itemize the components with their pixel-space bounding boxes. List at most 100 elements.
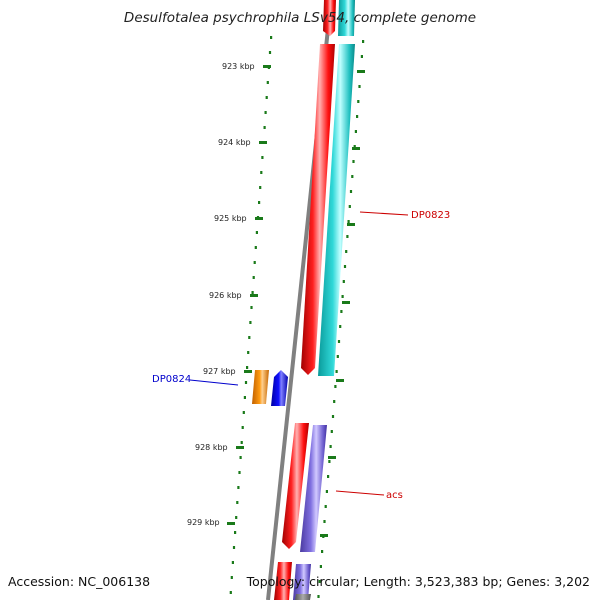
track-dot — [354, 130, 357, 133]
track-dot — [349, 190, 353, 193]
track-dot — [351, 175, 354, 178]
gene-orange-dp0824[interactable] — [252, 370, 269, 404]
tick-mark-923 — [263, 65, 271, 68]
outer-tick-track — [317, 40, 365, 598]
track-dot — [232, 546, 236, 549]
track-dot — [243, 396, 246, 399]
track-dot — [345, 250, 348, 253]
track-dot — [246, 366, 249, 369]
gene-purple-acs[interactable] — [300, 425, 327, 552]
track-dot — [329, 445, 332, 448]
gene-label-dp0823[interactable]: DP0823 — [411, 210, 450, 221]
track-dot — [231, 561, 234, 564]
track-dot — [356, 115, 359, 118]
tick-mark-924 — [259, 141, 267, 144]
gene-cyan-dp0823[interactable] — [318, 44, 355, 376]
tick-mark-928 — [236, 446, 244, 449]
tick-mark-927 — [244, 370, 252, 373]
track-dot — [337, 340, 341, 343]
track-dot — [259, 186, 262, 189]
track-dot — [248, 336, 251, 339]
track-dot — [249, 321, 252, 324]
map-title: Desulfotalea psychrophila LSv54, complet… — [123, 10, 477, 26]
tick-label-926: 926 kbp — [209, 291, 242, 300]
track-dot — [253, 261, 256, 264]
track-dot — [331, 415, 335, 418]
track-dot — [266, 81, 269, 84]
gene-red-top[interactable] — [323, 0, 336, 36]
track-dot — [341, 295, 344, 298]
track-dot — [321, 550, 324, 553]
track-dot — [330, 430, 333, 433]
callout-line-dp0823 — [359, 211, 409, 216]
tick-label-927: 927 kbp — [203, 367, 236, 376]
track-dot — [237, 486, 240, 489]
track-dot — [324, 505, 327, 508]
gene-grey-bottom[interactable] — [295, 594, 311, 600]
track-dot — [360, 55, 363, 58]
track-dot — [358, 85, 361, 88]
track-dot — [265, 96, 268, 99]
track-dot — [318, 580, 321, 583]
gene-red-bottom[interactable] — [274, 562, 292, 600]
track-dot — [346, 235, 349, 238]
track-dot — [352, 160, 355, 163]
track-dot — [240, 441, 243, 444]
track-dot — [335, 370, 338, 373]
track-dot — [317, 595, 320, 598]
track-dot — [323, 520, 326, 523]
track-dot — [260, 171, 263, 174]
gene-purple-bottom[interactable] — [293, 564, 311, 600]
track-dot — [238, 471, 241, 474]
track-dot — [357, 100, 360, 103]
track-dot — [347, 220, 350, 223]
track-dot — [264, 111, 267, 114]
gene-label-dp0824[interactable]: DP0824 — [152, 374, 191, 385]
track-dot — [258, 201, 261, 204]
track-dot — [333, 400, 336, 403]
tick-label-928: 928 kbp — [195, 443, 228, 452]
track-dot — [230, 576, 233, 579]
track-dot — [340, 310, 343, 313]
track-dot — [234, 531, 237, 534]
track-dot — [342, 280, 345, 283]
callout-line-dp0824 — [189, 379, 239, 386]
track-dot — [343, 265, 347, 268]
accession-label: Accession: NC_006138 — [8, 574, 151, 589]
track-dot — [251, 291, 254, 294]
tick-label-924: 924 kbp — [218, 138, 251, 147]
track-dot — [255, 231, 258, 234]
gene-cyan-top[interactable] — [338, 0, 355, 36]
track-dot — [254, 246, 257, 249]
track-dot — [241, 426, 244, 429]
gene-red-1[interactable] — [301, 44, 335, 375]
tick-mark-929 — [227, 522, 235, 525]
track-dot — [250, 306, 253, 309]
track-dot — [319, 565, 322, 568]
track-dot — [353, 145, 356, 148]
gene-red-2[interactable] — [282, 423, 309, 549]
track-dot — [244, 381, 248, 384]
track-dot — [270, 36, 273, 39]
tick-label-929: 929 kbp — [187, 518, 220, 527]
outer-scale-ticks — [320, 70, 365, 537]
track-dot — [247, 351, 250, 354]
gene-label-acs[interactable]: acs — [386, 490, 403, 501]
tick-track — [229, 36, 273, 594]
track-dot — [325, 490, 328, 493]
track-dot — [236, 501, 239, 504]
track-dot — [242, 411, 245, 414]
track-dot — [336, 355, 339, 358]
track-dot — [362, 40, 365, 43]
track-dot — [328, 460, 331, 463]
tick-mark-925 — [255, 217, 263, 220]
track-dot — [339, 325, 342, 328]
gene-blue[interactable] — [271, 370, 288, 406]
scale-ticks: 923 kbp 924 kbp 925 kbp 926 kbp 927 kbp … — [187, 62, 271, 527]
track-dot — [252, 276, 255, 279]
tick-mark-926 — [250, 294, 258, 297]
track-dot — [235, 516, 238, 519]
track-dot — [263, 126, 266, 129]
tick-label-925: 925 kbp — [214, 214, 247, 223]
